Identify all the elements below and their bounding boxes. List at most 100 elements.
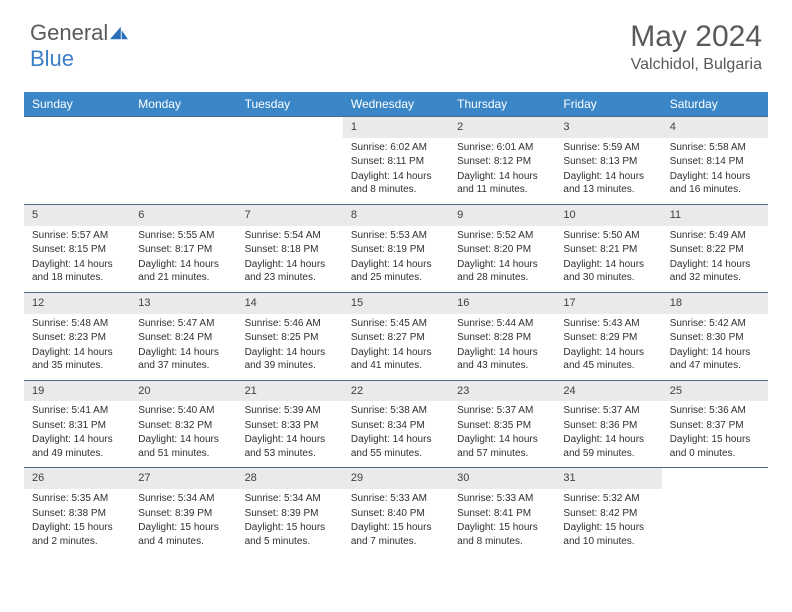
day-cell: 12Sunrise: 5:48 AMSunset: 8:23 PMDayligh… [24, 293, 130, 380]
day-info: Sunrise: 5:46 AMSunset: 8:25 PMDaylight:… [237, 317, 343, 373]
day-cell: 10Sunrise: 5:50 AMSunset: 8:21 PMDayligh… [555, 205, 661, 292]
daylight-line: Daylight: 14 hours and 16 minutes. [670, 170, 762, 197]
day-header-cell: Monday [130, 92, 236, 116]
daylight-line: Daylight: 14 hours and 47 minutes. [670, 346, 762, 373]
daylight-line: Daylight: 15 hours and 7 minutes. [351, 521, 443, 548]
day-number: 13 [130, 293, 236, 314]
sunrise-line: Sunrise: 5:45 AM [351, 317, 443, 331]
day-cell: 14Sunrise: 5:46 AMSunset: 8:25 PMDayligh… [237, 293, 343, 380]
sunset-line: Sunset: 8:42 PM [563, 507, 655, 521]
sunrise-line: Sunrise: 5:34 AM [138, 492, 230, 506]
day-info: Sunrise: 6:01 AMSunset: 8:12 PMDaylight:… [449, 141, 555, 197]
day-cell: 11Sunrise: 5:49 AMSunset: 8:22 PMDayligh… [662, 205, 768, 292]
logo-word-2: Blue [30, 46, 74, 71]
day-number: 21 [237, 381, 343, 402]
day-cell: 28Sunrise: 5:34 AMSunset: 8:39 PMDayligh… [237, 468, 343, 555]
day-cell: 4Sunrise: 5:58 AMSunset: 8:14 PMDaylight… [662, 117, 768, 204]
empty-cell [130, 117, 236, 204]
day-number: 30 [449, 468, 555, 489]
daylight-line: Daylight: 14 hours and 8 minutes. [351, 170, 443, 197]
sunset-line: Sunset: 8:11 PM [351, 155, 443, 169]
sunset-line: Sunset: 8:39 PM [245, 507, 337, 521]
sunrise-line: Sunrise: 5:50 AM [563, 229, 655, 243]
day-info: Sunrise: 5:45 AMSunset: 8:27 PMDaylight:… [343, 317, 449, 373]
day-number: 2 [449, 117, 555, 138]
location-label: Valchidol, Bulgaria [630, 56, 762, 74]
day-info: Sunrise: 5:34 AMSunset: 8:39 PMDaylight:… [130, 492, 236, 548]
sunset-line: Sunset: 8:31 PM [32, 419, 124, 433]
daylight-line: Daylight: 14 hours and 21 minutes. [138, 258, 230, 285]
day-number: 5 [24, 205, 130, 226]
sunset-line: Sunset: 8:36 PM [563, 419, 655, 433]
day-cell: 7Sunrise: 5:54 AMSunset: 8:18 PMDaylight… [237, 205, 343, 292]
day-number: 8 [343, 205, 449, 226]
day-header-cell: Friday [555, 92, 661, 116]
sunrise-line: Sunrise: 6:01 AM [457, 141, 549, 155]
day-cell: 20Sunrise: 5:40 AMSunset: 8:32 PMDayligh… [130, 381, 236, 468]
day-cell: 26Sunrise: 5:35 AMSunset: 8:38 PMDayligh… [24, 468, 130, 555]
day-info: Sunrise: 5:43 AMSunset: 8:29 PMDaylight:… [555, 317, 661, 373]
daylight-line: Daylight: 15 hours and 4 minutes. [138, 521, 230, 548]
day-info: Sunrise: 5:41 AMSunset: 8:31 PMDaylight:… [24, 404, 130, 460]
day-number: 22 [343, 381, 449, 402]
day-number: 12 [24, 293, 130, 314]
daylight-line: Daylight: 14 hours and 57 minutes. [457, 433, 549, 460]
day-cell: 15Sunrise: 5:45 AMSunset: 8:27 PMDayligh… [343, 293, 449, 380]
daylight-line: Daylight: 14 hours and 59 minutes. [563, 433, 655, 460]
sunset-line: Sunset: 8:24 PM [138, 331, 230, 345]
daylight-line: Daylight: 14 hours and 35 minutes. [32, 346, 124, 373]
day-cell: 16Sunrise: 5:44 AMSunset: 8:28 PMDayligh… [449, 293, 555, 380]
sunset-line: Sunset: 8:34 PM [351, 419, 443, 433]
sunset-line: Sunset: 8:15 PM [32, 243, 124, 257]
day-cell: 24Sunrise: 5:37 AMSunset: 8:36 PMDayligh… [555, 381, 661, 468]
sunrise-line: Sunrise: 5:34 AM [245, 492, 337, 506]
day-number: 26 [24, 468, 130, 489]
week-row: 5Sunrise: 5:57 AMSunset: 8:15 PMDaylight… [24, 204, 768, 292]
day-number: 4 [662, 117, 768, 138]
day-header-cell: Saturday [662, 92, 768, 116]
day-header-cell: Sunday [24, 92, 130, 116]
day-number: 9 [449, 205, 555, 226]
day-info: Sunrise: 5:39 AMSunset: 8:33 PMDaylight:… [237, 404, 343, 460]
day-info: Sunrise: 5:55 AMSunset: 8:17 PMDaylight:… [130, 229, 236, 285]
day-cell: 27 Sunrise: 5:34 AMSunset: 8:39 PMDayligh… [130, 468, 236, 555]
day-number: 10 [555, 205, 661, 226]
daylight-line: Daylight: 14 hours and 49 minutes. [32, 433, 124, 460]
sunset-line: Sunset: 8:23 PM [32, 331, 124, 345]
day-cell: 3Sunrise: 5:59 AMSunset: 8:13 PMDaylight… [555, 117, 661, 204]
day-info: Sunrise: 5:52 AMSunset: 8:20 PMDaylight:… [449, 229, 555, 285]
day-cell: 17Sunrise: 5:43 AMSunset: 8:29 PMDayligh… [555, 293, 661, 380]
day-info: Sunrise: 5:42 AMSunset: 8:30 PMDaylight:… [662, 317, 768, 373]
day-header-cell: Wednesday [343, 92, 449, 116]
triangle-icon [110, 26, 128, 40]
day-cell: 30Sunrise: 5:33 AMSunset: 8:41 PMDayligh… [449, 468, 555, 555]
day-info: Sunrise: 5:49 AMSunset: 8:22 PMDaylight:… [662, 229, 768, 285]
day-cell: 22Sunrise: 5:38 AMSunset: 8:34 PMDayligh… [343, 381, 449, 468]
sunrise-line: Sunrise: 5:55 AM [138, 229, 230, 243]
day-cell: 2 Sunrise: 6:01 AMSunset: 8:12 PMDaylight… [449, 117, 555, 204]
sunrise-line: Sunrise: 5:38 AM [351, 404, 443, 418]
sunrise-line: Sunrise: 5:32 AM [563, 492, 655, 506]
sunrise-line: Sunrise: 5:46 AM [245, 317, 337, 331]
empty-cell [237, 117, 343, 204]
sunrise-line: Sunrise: 5:40 AM [138, 404, 230, 418]
header: General Blue May 2024 Valchidol, Bulgari… [0, 0, 792, 84]
empty-cell [24, 117, 130, 204]
day-number: 23 [449, 381, 555, 402]
sunset-line: Sunset: 8:25 PM [245, 331, 337, 345]
day-number: 31 [555, 468, 661, 489]
sunset-line: Sunset: 8:17 PM [138, 243, 230, 257]
sunrise-line: Sunrise: 5:43 AM [563, 317, 655, 331]
sunrise-line: Sunrise: 5:33 AM [351, 492, 443, 506]
day-number: 27 [130, 468, 236, 489]
daylight-line: Daylight: 14 hours and 41 minutes. [351, 346, 443, 373]
day-cell: 21Sunrise: 5:39 AMSunset: 8:33 PMDayligh… [237, 381, 343, 468]
day-info: Sunrise: 5:59 AMSunset: 8:13 PMDaylight:… [555, 141, 661, 197]
day-cell: 31 Sunrise: 5:32 AMSunset: 8:42 PMDayligh… [555, 468, 661, 555]
day-number: 16 [449, 293, 555, 314]
day-info: Sunrise: 5:53 AMSunset: 8:19 PMDaylight:… [343, 229, 449, 285]
day-info: Sunrise: 5:33 AMSunset: 8:40 PMDaylight:… [343, 492, 449, 548]
title-block: May 2024 Valchidol, Bulgaria [630, 20, 762, 74]
daylight-line: Daylight: 15 hours and 10 minutes. [563, 521, 655, 548]
day-info: Sunrise: 5:32 AMSunset: 8:42 PMDaylight:… [555, 492, 661, 548]
